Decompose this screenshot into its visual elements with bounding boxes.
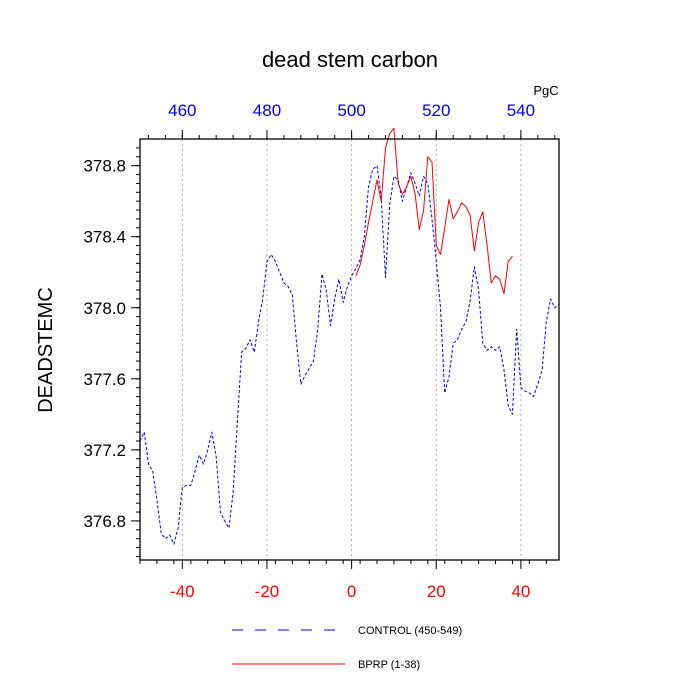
y-tick-label: 378.0 (83, 299, 126, 318)
top-tick-label: 460 (168, 101, 196, 120)
series-lines (139, 127, 560, 545)
y-tick-label: 378.4 (83, 228, 126, 247)
plot-frame (139, 138, 560, 561)
axis-ticks (131, 130, 556, 569)
top-tick-label: 540 (507, 101, 535, 120)
top-tick-label: 480 (253, 101, 281, 120)
x-tick-label: -20 (255, 582, 280, 601)
chart-title: dead stem carbon (262, 47, 438, 72)
y-axis-label: DEADSTEMC (35, 287, 57, 413)
x-tick-label: 20 (427, 582, 446, 601)
top-tick-label: 500 (337, 101, 365, 120)
legend: CONTROL (450-549) BPRP (1-38) (232, 625, 462, 671)
x-tick-label: -40 (170, 582, 195, 601)
y-tick-label: 377.2 (83, 441, 126, 460)
gridlines (181, 139, 522, 560)
series-line-control (139, 165, 560, 545)
y-tick-label: 376.8 (83, 512, 126, 531)
legend-label-control: CONTROL (450-549) (358, 625, 462, 637)
y-tick-label: 377.6 (83, 370, 126, 389)
top-tick-label: 520 (422, 101, 450, 120)
legend-label-bprp: BPRP (1-38) (358, 659, 420, 671)
top-axis-unit-label: PgC (533, 83, 558, 98)
x-tick-label: 40 (511, 582, 530, 601)
y-tick-label: 378.8 (83, 157, 126, 176)
series-line-bprp (355, 127, 513, 294)
tick-labels: -40 -20 0 20 40 460 480 500 520 540 376.8 377.2 377.… (83, 101, 535, 601)
x-tick-label: 0 (347, 582, 356, 601)
